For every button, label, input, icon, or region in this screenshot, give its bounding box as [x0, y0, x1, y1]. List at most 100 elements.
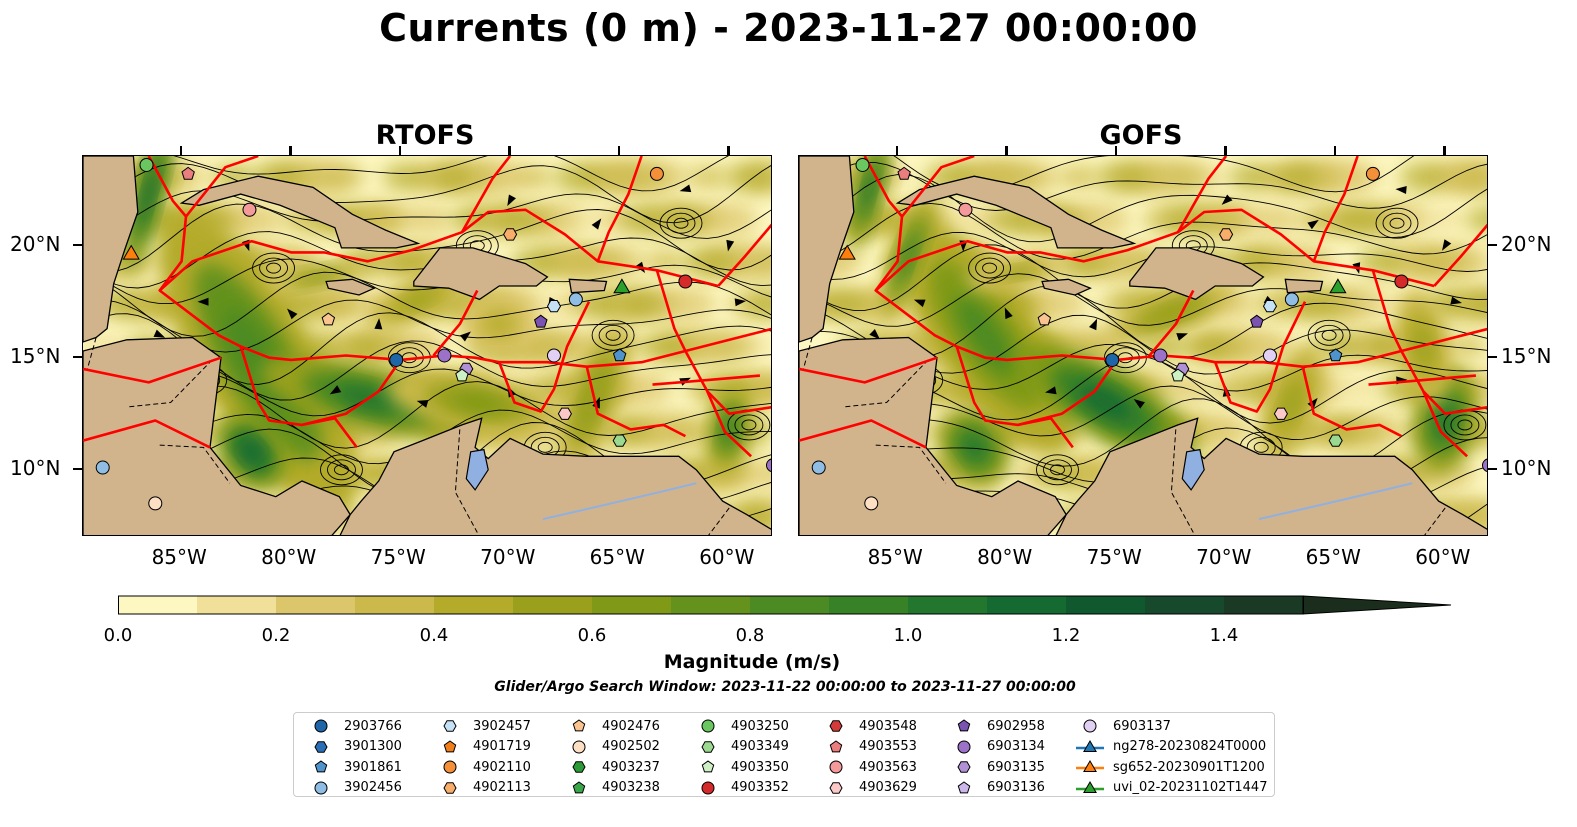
legend-item: 3901300	[306, 737, 402, 757]
legend-label: uvi_02-20231102T1447	[1113, 780, 1268, 795]
float-marker-4903352[interactable]	[678, 274, 693, 289]
legend-marker-icon	[314, 760, 328, 773]
float-marker-4903352[interactable]	[1394, 274, 1409, 289]
float-marker-4902476[interactable]	[1037, 312, 1052, 326]
legend-marker-pentagon	[701, 760, 715, 773]
legend-marker-icon	[701, 760, 715, 773]
float-marker-6903134[interactable]	[437, 348, 452, 363]
legend-marker-icon	[957, 780, 971, 793]
float-marker-4902110[interactable]	[649, 166, 664, 181]
map-panel-gofs[interactable]	[798, 155, 1488, 536]
legend-label: 4902113	[473, 780, 531, 795]
map-panel-rtofs[interactable]	[82, 155, 772, 536]
legend-marker-icon	[1083, 719, 1097, 733]
float-marker-4903629[interactable]	[1273, 407, 1288, 420]
glider-marker-uvi_02-20231102T1447[interactable]	[1329, 278, 1347, 294]
legend-marker-pentagon	[443, 739, 457, 752]
float-marker-4903629[interactable]	[557, 407, 572, 420]
float-marker-4903250[interactable]	[139, 157, 154, 172]
colorbar-tick-label: 0.2	[261, 625, 291, 646]
legend-marker-hexagon	[829, 720, 843, 732]
float-marker-4903553[interactable]	[181, 166, 195, 180]
float-marker-6903134[interactable]	[1153, 348, 1168, 363]
colorbar-tick-label: 0.4	[419, 625, 449, 646]
legend-marker-icon	[572, 740, 586, 753]
float-marker-6903137[interactable]	[546, 348, 561, 363]
glider-marker-sg652-20230901T1200[interactable]	[122, 244, 140, 260]
float-marker-3902456[interactable]	[1284, 292, 1299, 307]
float-marker-6903134[interactable]	[1482, 458, 1489, 472]
legend-item: 4903350	[693, 757, 789, 777]
float-marker-3902457[interactable]	[1262, 300, 1278, 313]
float-marker-4902502[interactable]	[864, 496, 879, 511]
colorbar-tick-label: 1.4	[1209, 625, 1239, 646]
legend-label: 4903349	[731, 739, 789, 754]
country-borders	[802, 337, 1446, 535]
argo-floats	[811, 157, 1489, 511]
lat-tick	[1488, 467, 1497, 471]
panel-title-gofs: GOFS	[1099, 120, 1183, 151]
float-marker-4902113[interactable]	[1219, 228, 1234, 241]
lon-tick	[398, 146, 402, 155]
lat-tick-label: 10°N	[10, 455, 61, 480]
legend-label: 6903135	[987, 759, 1045, 775]
lon-tick-label: 65°W	[1305, 545, 1361, 569]
legend-marker-circle	[314, 719, 328, 733]
float-marker-4903349[interactable]	[1328, 434, 1343, 447]
float-marker-6902958[interactable]	[1250, 314, 1264, 328]
float-marker-3902457[interactable]	[546, 300, 562, 313]
float-marker-3901861[interactable]	[612, 348, 627, 362]
lon-tick-label: 65°W	[589, 545, 645, 569]
float-marker-2903766[interactable]	[389, 352, 404, 367]
colorbar-tick-label: 0.8	[735, 625, 765, 646]
colorbar-segment	[1145, 596, 1225, 614]
float-marker-3901861[interactable]	[1328, 348, 1343, 362]
float-marker-6903137[interactable]	[1262, 348, 1277, 363]
legend-marker-icon	[443, 781, 457, 794]
legend-label: 4903563	[859, 759, 917, 775]
float-marker-4902110[interactable]	[1365, 166, 1380, 181]
legend-item: 4903563	[821, 757, 917, 777]
float-marker-4902476[interactable]	[321, 312, 336, 326]
float-marker-2903766[interactable]	[1105, 352, 1120, 367]
legend-label: 4903238	[602, 780, 660, 795]
float-marker-3902456[interactable]	[95, 460, 110, 475]
float-marker-3902456[interactable]	[568, 292, 583, 307]
legend-item: ng278-20230824T0000	[1075, 737, 1266, 757]
legend-marker-circle	[572, 740, 586, 753]
gliders	[122, 244, 631, 294]
float-marker-3902456[interactable]	[811, 460, 826, 475]
float-marker-4903563[interactable]	[242, 202, 257, 217]
float-marker-4903350[interactable]	[455, 368, 469, 382]
float-marker-4902502[interactable]	[148, 496, 163, 511]
float-marker-6902958[interactable]	[534, 314, 548, 328]
legend-label: 6903137	[1113, 718, 1171, 734]
legend-label: 6902958	[987, 718, 1045, 734]
legend-marker-icon	[1076, 739, 1104, 752]
glider-marker-sg652-20230901T1200[interactable]	[838, 244, 856, 260]
float-marker-4903553[interactable]	[897, 166, 911, 180]
legend-marker-icon	[572, 719, 586, 732]
colorbar-segment	[1066, 596, 1146, 614]
float-marker-6903134[interactable]	[766, 458, 773, 472]
legend-label: 3902457	[473, 718, 531, 734]
legend-marker-circle	[443, 760, 457, 774]
legend-item: sg652-20230901T1200	[1075, 757, 1265, 777]
float-marker-4903563[interactable]	[958, 202, 973, 217]
float-marker-4903350[interactable]	[1171, 368, 1185, 382]
legend-label: 4903548	[859, 718, 917, 734]
float-marker-4903250[interactable]	[855, 157, 870, 172]
lat-tick-label: 15°N	[1501, 343, 1552, 368]
legend-label: 4903350	[731, 759, 789, 775]
glider-marker-uvi_02-20231102T1447[interactable]	[613, 278, 631, 294]
legend-item: 4902110	[435, 757, 531, 777]
float-marker-4902113[interactable]	[503, 228, 518, 241]
colorbar-segment	[987, 596, 1067, 614]
float-marker-4903349[interactable]	[612, 434, 627, 447]
legend-marker-icon	[701, 740, 715, 753]
legend-marker-pentagon	[572, 719, 586, 732]
legend-marker-triangle	[1083, 760, 1097, 772]
legend-item: 4903349	[693, 737, 789, 757]
colorbar-segment	[513, 596, 593, 614]
land	[83, 156, 771, 535]
